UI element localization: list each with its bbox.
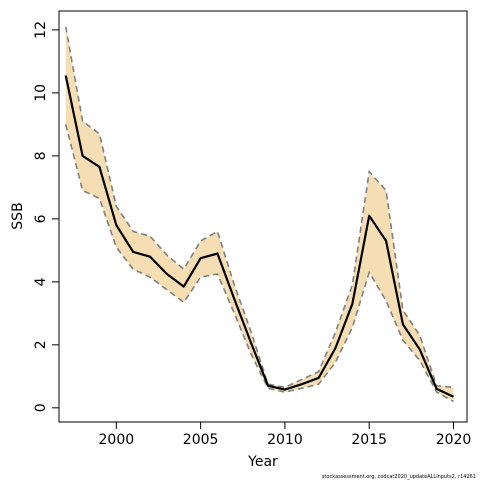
y-axis-title: SSB xyxy=(10,202,26,229)
y-tick-label: 8 xyxy=(33,151,49,160)
y-tick-label: 10 xyxy=(33,84,49,102)
confidence-band xyxy=(65,26,454,402)
x-tick-label: 2005 xyxy=(183,432,219,448)
x-tick-label: 2020 xyxy=(436,432,472,448)
x-tick-label: 2000 xyxy=(99,432,135,448)
plot-frame xyxy=(58,10,468,423)
x-tick-label: 2015 xyxy=(351,432,387,448)
y-tick-label: 2 xyxy=(33,340,49,349)
y-tick-label: 6 xyxy=(33,214,49,223)
y-tick-label: 4 xyxy=(33,277,49,286)
x-axis: 2000 2005 2010 2015 2020 xyxy=(99,422,472,448)
upper-bound-line xyxy=(64,26,454,389)
ssb-estimate-line xyxy=(64,75,454,398)
lower-bound-line xyxy=(64,124,454,403)
x-axis-title: Year xyxy=(247,454,278,470)
confidence-band-layer xyxy=(65,26,454,402)
footnote: stockassessment.org, codcat2020_updateAL… xyxy=(322,474,476,480)
x-tick-label: 2010 xyxy=(267,432,303,448)
series-lines-layer xyxy=(64,26,454,403)
y-tick-label: 12 xyxy=(33,21,49,39)
y-axis: 0 2 4 6 8 10 12 xyxy=(33,21,59,412)
y-tick-label: 0 xyxy=(33,403,49,412)
